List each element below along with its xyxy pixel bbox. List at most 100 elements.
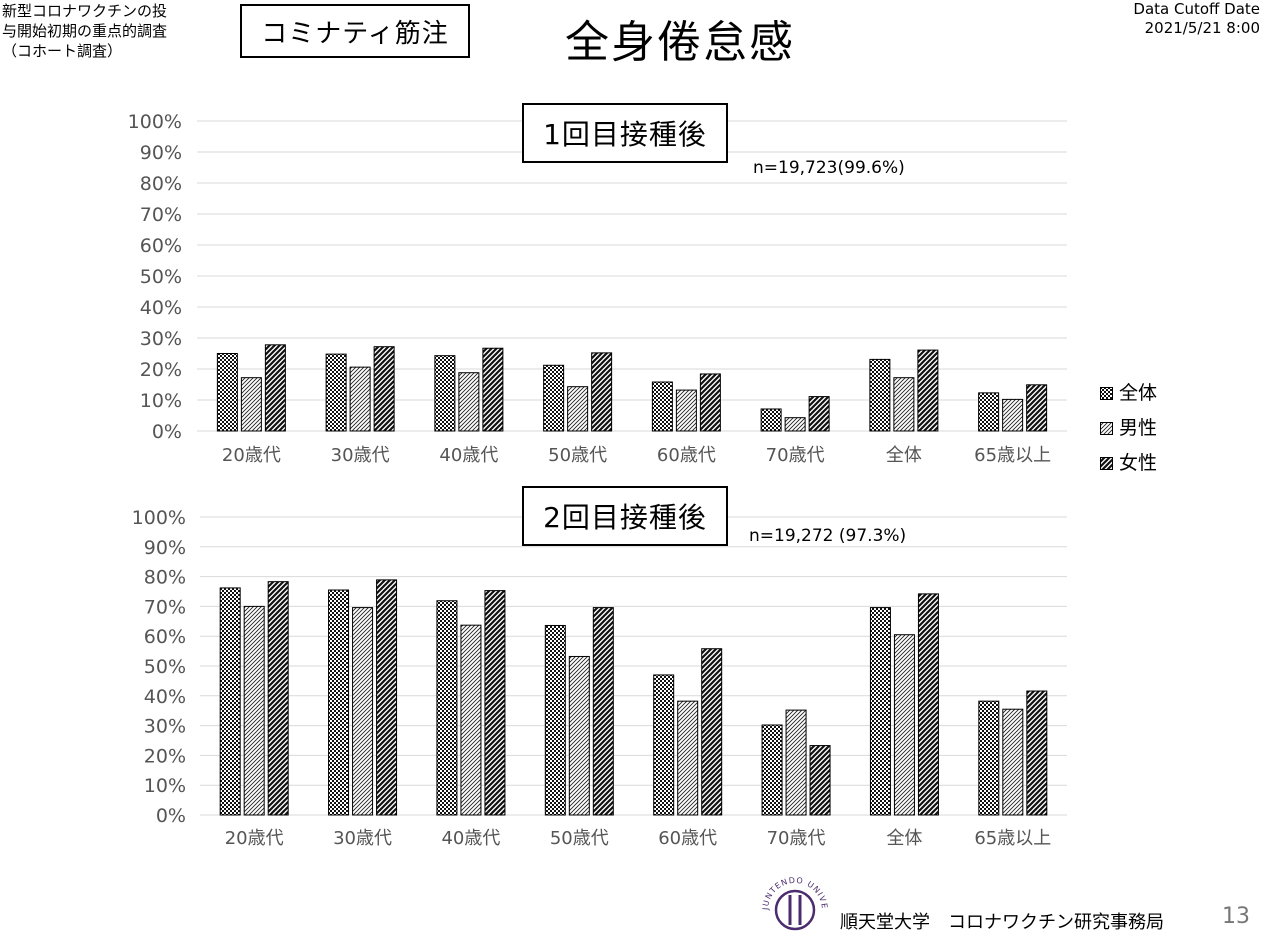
bar-0-0 bbox=[216, 353, 238, 432]
legend-label-female: 女性 bbox=[1119, 452, 1158, 474]
bar-2-4 bbox=[701, 648, 723, 816]
legend-swatch-all bbox=[1100, 387, 1113, 400]
page-number: 13 bbox=[1222, 904, 1250, 929]
bar-2-0 bbox=[264, 344, 286, 432]
category-label: 50歳代 bbox=[548, 445, 607, 466]
bar-1-6 bbox=[893, 634, 915, 816]
bar-1-0 bbox=[240, 377, 262, 432]
svg-text:JUNTENDO UNIVERSITY: JUNTENDO UNIVERSITY bbox=[760, 876, 829, 911]
bar-2-5 bbox=[808, 396, 830, 432]
chart-dose-2: 0% 10% 20% 30% 40% 50% 60% 70% 80% 90% 100% 20歳代 30歳… bbox=[132, 507, 1067, 849]
bar-2-1 bbox=[376, 579, 398, 816]
category-label: 全体 bbox=[886, 445, 922, 466]
y-tick-label: 10% bbox=[140, 390, 182, 412]
legend-item-female: 女性 bbox=[1100, 446, 1157, 481]
legend: 全体 男性 女性 bbox=[1100, 376, 1157, 481]
bar-1-1 bbox=[349, 366, 371, 432]
bar-0-3 bbox=[543, 364, 565, 432]
bar-0-1 bbox=[328, 589, 350, 816]
category-label: 70歳代 bbox=[767, 828, 826, 849]
bar-1-4 bbox=[677, 700, 699, 816]
bar-2-1 bbox=[373, 346, 395, 432]
bar-2-5 bbox=[809, 745, 831, 816]
category-label: 40歳代 bbox=[439, 445, 498, 466]
sample-size-annotation: n=19,272 (97.3%) bbox=[749, 526, 906, 546]
category-label: 65歳以上 bbox=[974, 828, 1051, 849]
y-tick-label: 90% bbox=[144, 537, 186, 559]
bar-2-7 bbox=[1026, 690, 1048, 816]
bar-0-6 bbox=[869, 358, 891, 432]
y-tick-label: 100% bbox=[132, 507, 186, 529]
bar-1-7 bbox=[1002, 398, 1024, 432]
category-label: 20歳代 bbox=[222, 445, 281, 466]
y-tick-label: 40% bbox=[144, 686, 186, 708]
bar-0-2 bbox=[434, 355, 456, 432]
category-label: 70歳代 bbox=[766, 445, 825, 466]
legend-swatch-male bbox=[1100, 422, 1113, 435]
bar-1-5 bbox=[785, 709, 807, 816]
y-tick-label: 20% bbox=[140, 359, 182, 381]
y-tick-label: 0% bbox=[152, 421, 182, 443]
chart-1-title: 1回目接種後 bbox=[522, 103, 728, 163]
y-tick-label: 30% bbox=[144, 716, 186, 738]
legend-item-all: 全体 bbox=[1100, 376, 1157, 411]
y-tick-label: 40% bbox=[140, 297, 182, 319]
bar-2-0 bbox=[267, 581, 289, 816]
university-logo: JUNTENDO UNIVERSITY bbox=[760, 876, 829, 931]
bar-2-6 bbox=[917, 349, 939, 432]
bar-0-7 bbox=[978, 700, 1000, 816]
y-tick-label: 50% bbox=[144, 656, 186, 678]
legend-label-all: 全体 bbox=[1119, 382, 1158, 404]
bar-0-7 bbox=[978, 392, 1000, 432]
bar-2-7 bbox=[1026, 384, 1048, 432]
bar-2-6 bbox=[917, 593, 939, 816]
bar-1-1 bbox=[352, 607, 374, 816]
study-line-1: 新型コロナワクチンの投 bbox=[2, 2, 168, 20]
legend-item-male: 男性 bbox=[1100, 411, 1157, 446]
bar-0-6 bbox=[869, 607, 891, 816]
y-tick-label: 70% bbox=[140, 204, 182, 226]
bar-1-5 bbox=[784, 417, 806, 432]
bar-2-3 bbox=[592, 607, 614, 816]
bar-2-3 bbox=[591, 352, 613, 432]
bar-1-3 bbox=[568, 655, 590, 816]
bar-1-6 bbox=[893, 377, 915, 432]
y-tick-label: 10% bbox=[144, 775, 186, 797]
bar-2-2 bbox=[482, 347, 504, 432]
category-label: 30歳代 bbox=[331, 445, 390, 466]
legend-label-male: 男性 bbox=[1119, 417, 1158, 439]
y-tick-label: 80% bbox=[144, 567, 186, 589]
category-label: 65歳以上 bbox=[974, 445, 1051, 466]
bar-2-2 bbox=[484, 590, 506, 816]
category-label: 60歳代 bbox=[658, 828, 717, 849]
bar-0-2 bbox=[436, 600, 458, 816]
category-label: 全体 bbox=[886, 828, 922, 849]
category-label: 20歳代 bbox=[225, 828, 284, 849]
cutoff-date: 2021/5/21 8:00 bbox=[1144, 19, 1260, 37]
bar-1-2 bbox=[460, 624, 482, 816]
bar-0-5 bbox=[761, 724, 783, 816]
y-tick-label: 80% bbox=[140, 173, 182, 195]
y-tick-label: 50% bbox=[140, 266, 182, 288]
bar-1-7 bbox=[1002, 708, 1024, 816]
y-tick-label: 70% bbox=[144, 596, 186, 618]
y-tick-label: 0% bbox=[156, 805, 186, 827]
category-label: 30歳代 bbox=[333, 828, 392, 849]
bar-0-3 bbox=[544, 624, 566, 816]
page-title: 全身倦怠感 bbox=[565, 17, 795, 68]
y-tick-label: 60% bbox=[144, 626, 186, 648]
footer-organization: 順天堂大学 コロナワクチン研究事務局 bbox=[840, 912, 1164, 933]
legend-swatch-female bbox=[1100, 457, 1113, 470]
category-label: 40歳代 bbox=[441, 828, 500, 849]
chart-dose-1: 0% 10% 20% 30% 40% 50% 60% 70% 80% 90% 100% 20歳代 30歳… bbox=[128, 111, 1067, 466]
chart-2-title: 2回目接種後 bbox=[522, 486, 728, 546]
study-line-2: 与開始初期の重点的調査 bbox=[2, 22, 168, 40]
bar-1-0 bbox=[243, 605, 265, 816]
bar-0-4 bbox=[651, 381, 673, 432]
data-cutoff: Data Cutoff Date 2021/5/21 8:00 bbox=[1133, 0, 1260, 38]
y-tick-label: 30% bbox=[140, 328, 182, 350]
category-label: 60歳代 bbox=[657, 445, 716, 466]
vaccine-badge: コミナティ筋注 bbox=[240, 4, 470, 58]
sample-size-annotation: n=19,723(99.6%) bbox=[753, 158, 905, 178]
bar-1-4 bbox=[675, 389, 697, 432]
